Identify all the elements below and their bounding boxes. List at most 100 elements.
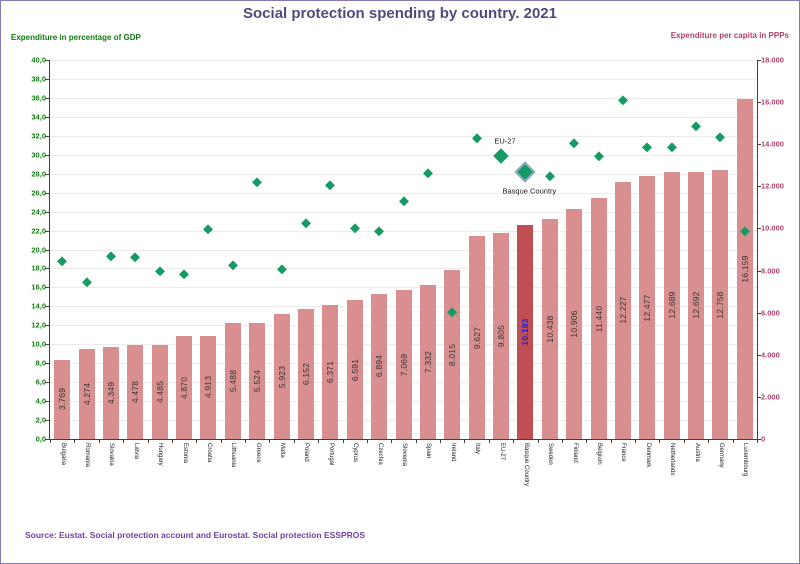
- bar-value-label: 6.152: [300, 363, 311, 386]
- right-axis-tick-label: 18.000: [761, 55, 784, 65]
- x-axis-category-label: Ireland: [449, 443, 456, 462]
- diamond-portugal: [325, 180, 335, 190]
- x-axis-category-label: Denmark: [644, 443, 651, 468]
- bar-value-label: 3.769: [57, 388, 68, 411]
- right-axis-tick-label: 8.000: [761, 266, 780, 276]
- bar-croatia: [200, 335, 217, 439]
- gridline: [50, 287, 757, 289]
- x-axis-category-label: Croatia: [205, 443, 212, 463]
- bar-greece: [249, 322, 266, 439]
- diamond-italy: [472, 133, 482, 143]
- left-axis-tick-label: 2,0: [35, 415, 46, 425]
- x-axis-tick-mark: [561, 439, 563, 443]
- left-axis-tick-label: 6,0: [35, 377, 46, 387]
- left-axis-tick-mark: [45, 439, 49, 440]
- bar-value-label: 4.485: [154, 380, 165, 403]
- x-axis-category-label: Slovakia: [108, 443, 115, 466]
- x-axis-tick-mark: [171, 439, 173, 443]
- diamond-france: [618, 95, 628, 105]
- x-axis-tick-mark: [342, 439, 344, 443]
- bar-denmark: [639, 176, 656, 439]
- gridline: [50, 97, 757, 99]
- diamond-malta: [276, 264, 287, 274]
- diamond-austria: [691, 121, 701, 131]
- diamond-belgium: [593, 151, 604, 161]
- left-axis-tick-label: 32,0: [31, 131, 46, 141]
- diamond-romania: [81, 277, 92, 287]
- left-axis-tick-mark: [45, 382, 49, 384]
- x-axis-category-label: France: [620, 443, 627, 462]
- diamond-sweden: [545, 170, 555, 181]
- left-axis-tick-mark: [45, 230, 49, 232]
- left-axis-tick-mark: [45, 192, 49, 194]
- bar-value-label: 10.183: [520, 318, 531, 346]
- bar-malta: [273, 314, 290, 439]
- left-axis-tick-mark: [45, 420, 49, 422]
- left-axis-tick-label: 22,0: [31, 226, 46, 236]
- diamond-poland: [301, 218, 311, 228]
- left-axis-tick-mark: [45, 401, 49, 403]
- diamond-spain: [423, 168, 433, 178]
- bar-poland: [297, 309, 314, 439]
- bar-value-label: 6.894: [374, 355, 385, 378]
- left-axis-tick-label: 24,0: [31, 207, 46, 217]
- left-axis-tick-mark: [45, 268, 49, 270]
- diamond-czechia: [374, 226, 384, 237]
- left-axis-tick-label: 16,0: [31, 282, 46, 292]
- x-axis-category-label: Basque Country: [522, 443, 529, 487]
- x-axis-category-label: Lithuania: [230, 443, 237, 468]
- x-axis-category-label: Cyprus: [352, 443, 359, 463]
- x-axis-category-label: Austria: [693, 443, 700, 462]
- x-axis-tick-mark: [196, 439, 198, 443]
- left-axis-tick-label: 36,0: [31, 93, 46, 103]
- x-axis-tick-mark: [537, 439, 539, 443]
- annotation-basque-country: Basque Country: [502, 186, 557, 196]
- bar-value-label: 12.692: [691, 291, 702, 319]
- bar-netherlands: [663, 171, 680, 439]
- bar-value-label: 16.159: [739, 255, 750, 283]
- gridline: [50, 60, 757, 61]
- right-axis-tick-mark: [757, 186, 761, 188]
- diamond-croatia: [203, 224, 214, 234]
- diamond-latvia: [130, 252, 140, 262]
- bar-value-label: 4.274: [81, 382, 92, 406]
- bar-lithuania: [224, 323, 241, 439]
- bar-eu-27: [493, 232, 510, 439]
- right-axis-title: Expenditure per capita in PPPs: [670, 31, 789, 40]
- x-axis-category-label: Germany: [717, 443, 724, 468]
- bar-luxembourg: [736, 98, 753, 439]
- bar-belgium: [590, 198, 607, 439]
- diamond-estonia: [179, 269, 189, 279]
- bar-germany: [712, 170, 729, 439]
- chart-title: Social protection spending by country. 2…: [243, 5, 557, 22]
- left-axis-tick-label: 28,0: [31, 169, 46, 179]
- right-axis-tick-mark: [757, 439, 761, 440]
- right-axis-tick-mark: [757, 144, 761, 146]
- x-axis-tick-mark: [488, 439, 490, 443]
- left-axis-tick-mark: [45, 60, 49, 61]
- diamond-denmark: [642, 142, 652, 152]
- right-axis-tick-label: 16.000: [761, 97, 784, 107]
- left-axis-tick-label: 4,0: [35, 396, 46, 406]
- x-axis-category-label: Finland: [571, 443, 578, 463]
- x-axis-tick-mark: [415, 439, 417, 443]
- left-axis-tick-mark: [45, 116, 49, 118]
- left-axis-tick-label: 0,0: [35, 434, 46, 444]
- x-axis-category-label: Belgium: [596, 443, 603, 465]
- right-axis-tick-mark: [757, 102, 761, 104]
- right-axis-tick-mark: [757, 60, 761, 61]
- right-axis-tick-label: 12.000: [761, 181, 784, 191]
- bar-value-label: 6.371: [325, 360, 336, 384]
- x-axis-category-label: Estonia: [181, 443, 188, 464]
- bar-basque-country: [517, 224, 534, 439]
- bar-value-label: 8.015: [447, 343, 458, 366]
- gridline: [50, 249, 757, 251]
- x-axis-tick-mark: [366, 439, 368, 443]
- x-axis-tick-mark: [732, 439, 734, 443]
- right-axis-tick-label: 4.000: [761, 350, 780, 360]
- bar-value-label: 4.478: [130, 380, 141, 403]
- x-axis-tick-mark: [391, 439, 393, 443]
- bar-romania: [78, 349, 95, 439]
- bar-value-label: 11.440: [593, 305, 604, 332]
